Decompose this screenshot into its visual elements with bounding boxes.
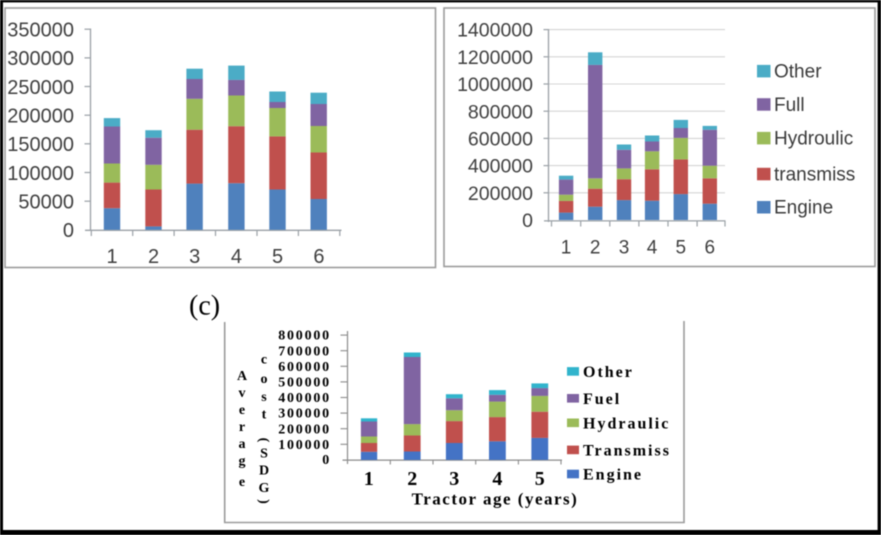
svg-text:1: 1 xyxy=(561,238,572,259)
svg-text:): ) xyxy=(256,499,271,504)
svg-text:2: 2 xyxy=(148,246,159,268)
svg-text:200000: 200000 xyxy=(278,422,331,437)
svg-text:600000: 600000 xyxy=(468,129,533,151)
svg-text:e: e xyxy=(239,475,245,490)
svg-text:1: 1 xyxy=(106,246,117,268)
svg-text:t: t xyxy=(262,407,267,422)
svg-text:800000: 800000 xyxy=(468,101,533,123)
svg-text:Other: Other xyxy=(583,364,634,381)
svg-text:e: e xyxy=(239,403,245,418)
svg-text:50000: 50000 xyxy=(18,192,74,214)
svg-text:3: 3 xyxy=(449,468,459,490)
svg-text:Fuel: Fuel xyxy=(583,391,621,408)
svg-text:Full: Full xyxy=(774,95,805,116)
svg-text:3: 3 xyxy=(619,238,630,259)
svg-text:2: 2 xyxy=(590,238,601,259)
svg-text:400000: 400000 xyxy=(468,156,533,178)
svg-text:6: 6 xyxy=(705,238,716,259)
svg-text:200000: 200000 xyxy=(7,106,74,128)
svg-text:300000: 300000 xyxy=(278,407,331,422)
svg-text:v: v xyxy=(239,386,246,401)
svg-text:5: 5 xyxy=(535,468,545,490)
svg-text:600000: 600000 xyxy=(278,360,331,375)
svg-text:400000: 400000 xyxy=(278,391,331,406)
svg-text:o: o xyxy=(261,372,268,387)
svg-text:250000: 250000 xyxy=(7,77,74,99)
svg-text:500000: 500000 xyxy=(278,376,331,391)
svg-text:300000: 300000 xyxy=(7,48,74,70)
svg-text:100000: 100000 xyxy=(278,438,331,453)
svg-text:1400000: 1400000 xyxy=(457,20,533,42)
svg-text:Hydraulic: Hydraulic xyxy=(583,415,670,432)
svg-text:1000000: 1000000 xyxy=(457,74,533,96)
svg-text:800000: 800000 xyxy=(278,329,331,344)
svg-text:0: 0 xyxy=(63,220,74,242)
svg-text:(: ( xyxy=(256,438,271,443)
svg-text:D: D xyxy=(259,464,269,479)
svg-text:4: 4 xyxy=(647,238,658,259)
svg-text:S: S xyxy=(260,446,268,461)
svg-text:350000: 350000 xyxy=(7,20,74,42)
svg-text:3: 3 xyxy=(189,246,200,268)
svg-text:transmiss: transmiss xyxy=(774,164,855,185)
svg-text:200000: 200000 xyxy=(468,183,533,205)
svg-text:6: 6 xyxy=(313,246,324,268)
svg-text:100000: 100000 xyxy=(7,163,74,185)
svg-text:r: r xyxy=(239,420,245,435)
svg-text:Tractor age (years): Tractor age (years) xyxy=(412,490,579,509)
svg-text:a: a xyxy=(239,437,246,452)
svg-text:Engine: Engine xyxy=(583,467,643,484)
svg-text:4: 4 xyxy=(231,246,242,268)
svg-text:4: 4 xyxy=(492,468,502,490)
svg-text:5: 5 xyxy=(676,238,687,259)
svg-text:Transmiss: Transmiss xyxy=(583,442,671,459)
svg-text:s: s xyxy=(261,390,267,405)
svg-text:150000: 150000 xyxy=(7,134,74,156)
svg-text:A: A xyxy=(237,369,248,384)
svg-text:5: 5 xyxy=(272,246,283,268)
svg-text:Other: Other xyxy=(774,62,822,83)
svg-text:0: 0 xyxy=(522,210,533,232)
svg-text:g: g xyxy=(239,454,246,469)
svg-text:2: 2 xyxy=(407,468,417,490)
svg-text:1200000: 1200000 xyxy=(457,47,533,69)
svg-text:0: 0 xyxy=(322,453,331,468)
svg-text:G: G xyxy=(259,481,270,496)
svg-text:c: c xyxy=(261,353,267,368)
svg-text:(c): (c) xyxy=(189,291,220,322)
svg-text:1: 1 xyxy=(364,468,374,490)
svg-text:Engine: Engine xyxy=(774,198,833,219)
svg-text:Hydroulic: Hydroulic xyxy=(774,129,853,150)
svg-text:700000: 700000 xyxy=(278,344,331,359)
